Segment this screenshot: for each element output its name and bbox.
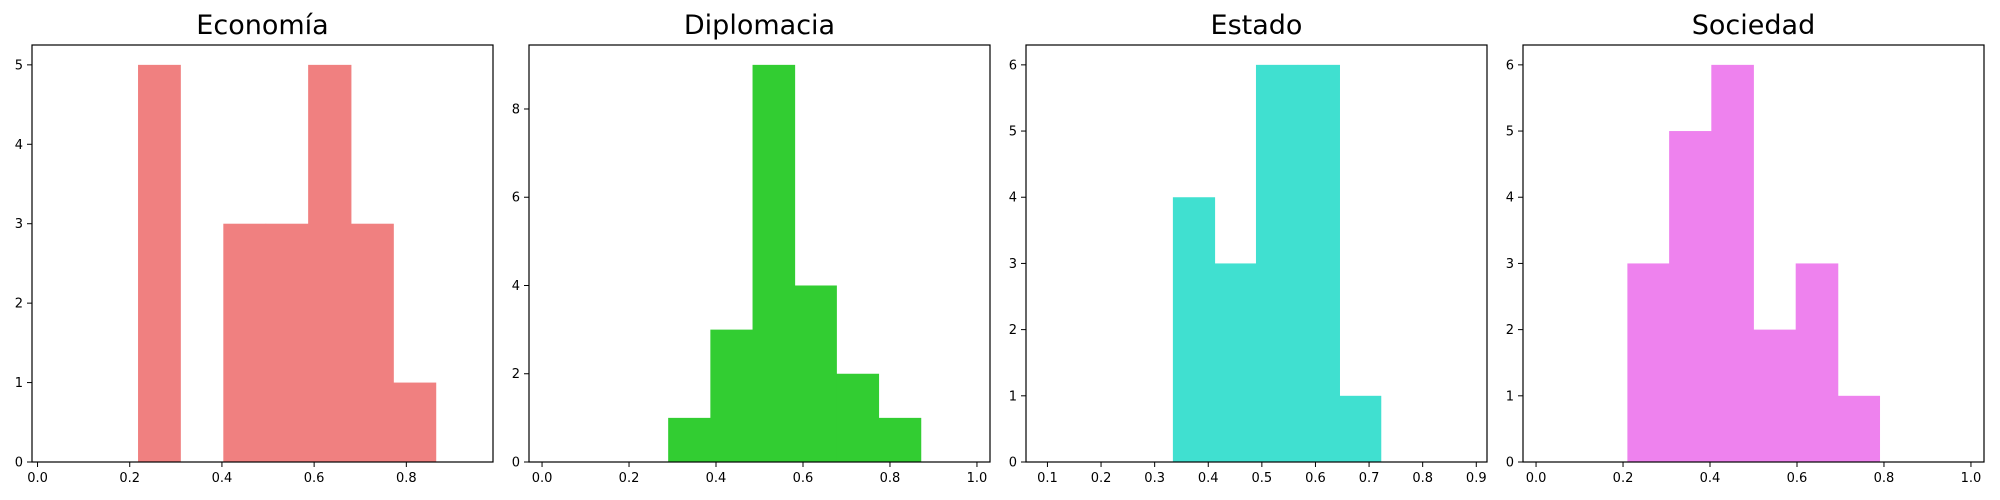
histogram-bar: [668, 417, 711, 462]
y-tick-label: 1: [1009, 389, 1017, 404]
histogram-bar: [223, 223, 267, 462]
x-tick-label: 0.8: [880, 471, 901, 486]
y-tick-label: 4: [1009, 191, 1017, 206]
histogram-bar: [1172, 197, 1216, 463]
x-tick-label: 0.8: [1412, 471, 1433, 486]
axes-frame: [31, 44, 494, 463]
histogram-bar: [393, 382, 437, 462]
y-tick-label: 2: [15, 297, 23, 312]
chart-panel-4: 0.0 0.2 0.4 0.6 0.8 1.0 0 1 2 3 4 5 6 Sociedad: [1506, 10, 1985, 486]
y-tick-label: 6: [1009, 58, 1017, 73]
histogram-bar: [351, 223, 394, 462]
histogram-bar: [1255, 64, 1299, 463]
x-tick-label: 0.0: [532, 471, 553, 486]
histogram-bar: [1627, 263, 1670, 462]
x-tick-label: 0.6: [304, 471, 325, 486]
histogram-bar: [752, 64, 796, 463]
x-tick-label: 0.2: [1091, 471, 1112, 486]
x-tick-label: 0.9: [1466, 471, 1487, 486]
histogram-bar: [1837, 395, 1881, 462]
x-tick-label: 0.0: [1526, 471, 1547, 486]
x-tick-label: 0.5: [1252, 471, 1273, 486]
x-tick-label: 0.2: [119, 471, 140, 486]
histogram-bar: [1339, 395, 1382, 462]
y-tick-label: 1: [1506, 389, 1514, 404]
chart-title: Economía: [196, 10, 328, 41]
histogram-bar: [265, 223, 309, 462]
histogram-bar: [1711, 64, 1754, 463]
y-tick-label: 0: [1506, 456, 1514, 471]
x-tick-label: 0.4: [1700, 471, 1721, 486]
y-tick-label: 6: [512, 191, 520, 206]
y-tick-label: 6: [1506, 58, 1514, 73]
y-tick-label: 3: [1506, 257, 1514, 272]
x-tick-label: 0.2: [619, 471, 640, 486]
histogram-bar: [878, 417, 922, 462]
x-tick-label: 0.8: [1874, 471, 1895, 486]
y-tick-label: 0: [512, 456, 520, 471]
chart-title: Estado: [1211, 10, 1303, 41]
x-tick-label: 0.6: [1305, 471, 1326, 486]
axes-frame: [1522, 44, 1985, 463]
histogram-bar: [1214, 263, 1257, 462]
y-tick-label: 4: [1506, 191, 1514, 206]
histogram-bar: [308, 64, 352, 463]
y-tick-label: 2: [512, 367, 520, 382]
histogram-bar: [1795, 263, 1839, 462]
x-tick-label: 0.4: [212, 471, 233, 486]
histogram-bar: [1669, 131, 1712, 463]
x-tick-label: 1.0: [1961, 471, 1982, 486]
x-tick-label: 0.2: [1613, 471, 1634, 486]
x-tick-label: 0.1: [1037, 471, 1058, 486]
x-tick-label: 0.0: [27, 471, 48, 486]
y-tick-label: 5: [15, 58, 23, 73]
y-tick-label: 0: [1009, 456, 1017, 471]
y-tick-label: 3: [15, 217, 23, 232]
y-tick-label: 4: [15, 138, 23, 153]
chart-panel-1: 0.0 0.2 0.4 0.6 0.8 0 1 2 3 4 5 Economía: [15, 10, 494, 486]
histogram-bar: [1297, 64, 1340, 463]
y-tick-label: 8: [512, 102, 520, 117]
chart-panel-3: 0.1 0.2 0.3 0.4 0.5 0.6 0.7 0.8 0.9 0 1 2 3 4 5 6 Estado: [1009, 10, 1488, 486]
x-tick-label: 0.4: [1198, 471, 1219, 486]
y-tick-label: 3: [1009, 257, 1017, 272]
x-tick-label: 0.7: [1359, 471, 1380, 486]
histogram-bar: [138, 64, 181, 463]
x-tick-label: 0.4: [706, 471, 727, 486]
chart-title: Sociedad: [1692, 10, 1815, 41]
histogram-bar: [1753, 329, 1797, 462]
x-tick-label: 0.3: [1144, 471, 1165, 486]
histogram-bar: [794, 285, 837, 462]
axes-frame: [528, 44, 991, 463]
histogram-bar: [710, 329, 753, 462]
y-tick-label: 5: [1009, 125, 1017, 140]
histogram-bar: [836, 373, 880, 462]
axes-frame: [1025, 44, 1488, 463]
y-tick-label: 4: [512, 279, 520, 294]
chart-panel-2: 0.0 0.2 0.4 0.6 0.8 1.0 0 2 4 6 8 Diplomacia: [512, 10, 991, 486]
x-tick-label: 0.6: [793, 471, 814, 486]
y-tick-label: 2: [1009, 323, 1017, 338]
chart-title: Diplomacia: [684, 10, 835, 41]
y-tick-label: 5: [1506, 125, 1514, 140]
x-tick-label: 1.0: [967, 471, 988, 486]
x-tick-label: 0.8: [396, 471, 417, 486]
y-tick-label: 2: [1506, 323, 1514, 338]
x-tick-label: 0.6: [1787, 471, 1808, 486]
y-tick-label: 1: [15, 376, 23, 391]
y-tick-label: 0: [15, 456, 23, 471]
